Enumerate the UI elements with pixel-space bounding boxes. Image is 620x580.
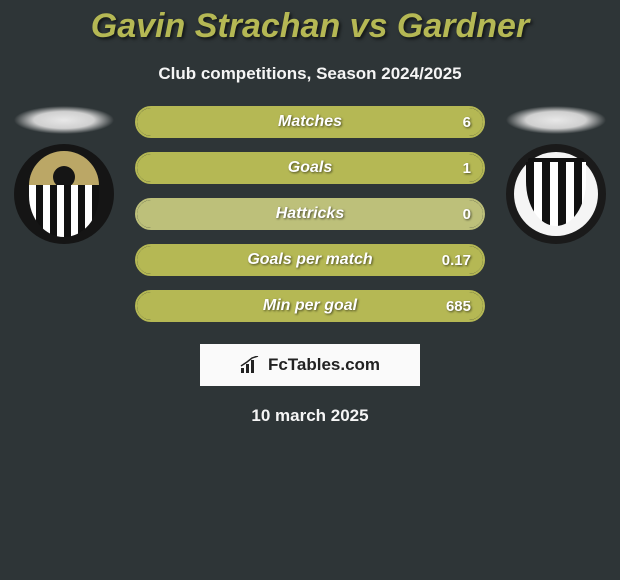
stat-row: Hattricks0	[135, 198, 485, 230]
subtitle: Club competitions, Season 2024/2025	[5, 64, 615, 84]
badge-stripes-left	[29, 185, 99, 237]
stat-value-right: 0	[463, 206, 471, 223]
stat-value-right: 6	[463, 114, 471, 131]
attribution-box[interactable]: FcTables.com	[200, 344, 420, 386]
comparison-widget: Gavin Strachan vs Gardner Club competiti…	[0, 0, 620, 426]
chart-icon	[240, 356, 262, 374]
stat-row: Goals per match0.17	[135, 244, 485, 276]
stat-label: Goals	[137, 159, 483, 177]
page-title: Gavin Strachan vs Gardner	[5, 7, 615, 46]
player-left	[11, 106, 117, 244]
main-row: Matches6Goals1Hattricks0Goals per match0…	[5, 106, 615, 322]
attribution-text: FcTables.com	[268, 355, 380, 375]
stat-value-right: 685	[446, 298, 471, 315]
avatar-placeholder-left	[14, 106, 114, 134]
stat-label: Goals per match	[137, 251, 483, 269]
club-badge-right	[506, 144, 606, 244]
stat-row: Goals1	[135, 152, 485, 184]
player-right	[503, 106, 609, 244]
stat-value-right: 1	[463, 160, 471, 177]
footer-date: 10 march 2025	[5, 406, 615, 426]
stat-label: Min per goal	[137, 297, 483, 315]
badge-stripes-right	[526, 162, 586, 226]
stat-label: Matches	[137, 113, 483, 131]
stat-label: Hattricks	[137, 205, 483, 223]
club-badge-left	[14, 144, 114, 244]
stat-value-right: 0.17	[442, 252, 471, 269]
stat-row: Matches6	[135, 106, 485, 138]
stat-row: Min per goal685	[135, 290, 485, 322]
avatar-placeholder-right	[506, 106, 606, 134]
badge-shield-left	[29, 151, 99, 237]
badge-ring-right	[514, 152, 598, 236]
stats-column: Matches6Goals1Hattricks0Goals per match0…	[135, 106, 485, 322]
